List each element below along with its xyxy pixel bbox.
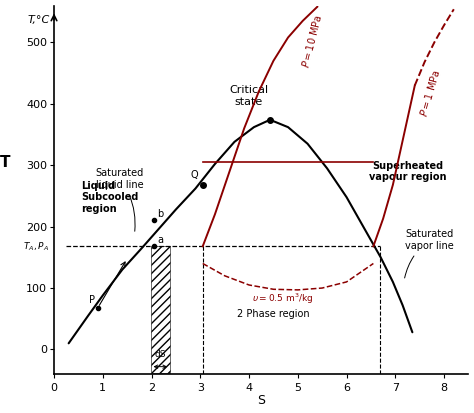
Polygon shape (151, 246, 170, 373)
Text: b: b (157, 209, 164, 219)
Text: dS: dS (155, 350, 166, 358)
X-axis label: S: S (257, 394, 265, 408)
Text: P: P (89, 295, 95, 305)
Text: Critical
state: Critical state (229, 85, 269, 107)
Text: T: T (0, 154, 10, 170)
Text: Superheated
vapour region: Superheated vapour region (369, 161, 446, 182)
Text: $P = 10\ \mathrm{MPa}$: $P = 10\ \mathrm{MPa}$ (299, 13, 324, 69)
Text: 2 Phase region: 2 Phase region (237, 309, 310, 319)
Text: $P = 1\ \mathrm{MPa}$: $P = 1\ \mathrm{MPa}$ (418, 68, 443, 118)
Text: Q: Q (191, 169, 198, 180)
Text: Saturated
vapor line: Saturated vapor line (405, 229, 454, 278)
Text: $\upsilon = 0.5\ \mathrm{m^3/kg}$: $\upsilon = 0.5\ \mathrm{m^3/kg}$ (252, 292, 314, 306)
Text: Saturated
liquid line: Saturated liquid line (96, 168, 144, 231)
Text: Liquid
Subcooled
region: Liquid Subcooled region (81, 180, 138, 214)
Text: a: a (157, 235, 164, 245)
Text: T,°C: T,°C (27, 15, 49, 25)
Text: $T_A, P_A$: $T_A, P_A$ (23, 240, 49, 252)
